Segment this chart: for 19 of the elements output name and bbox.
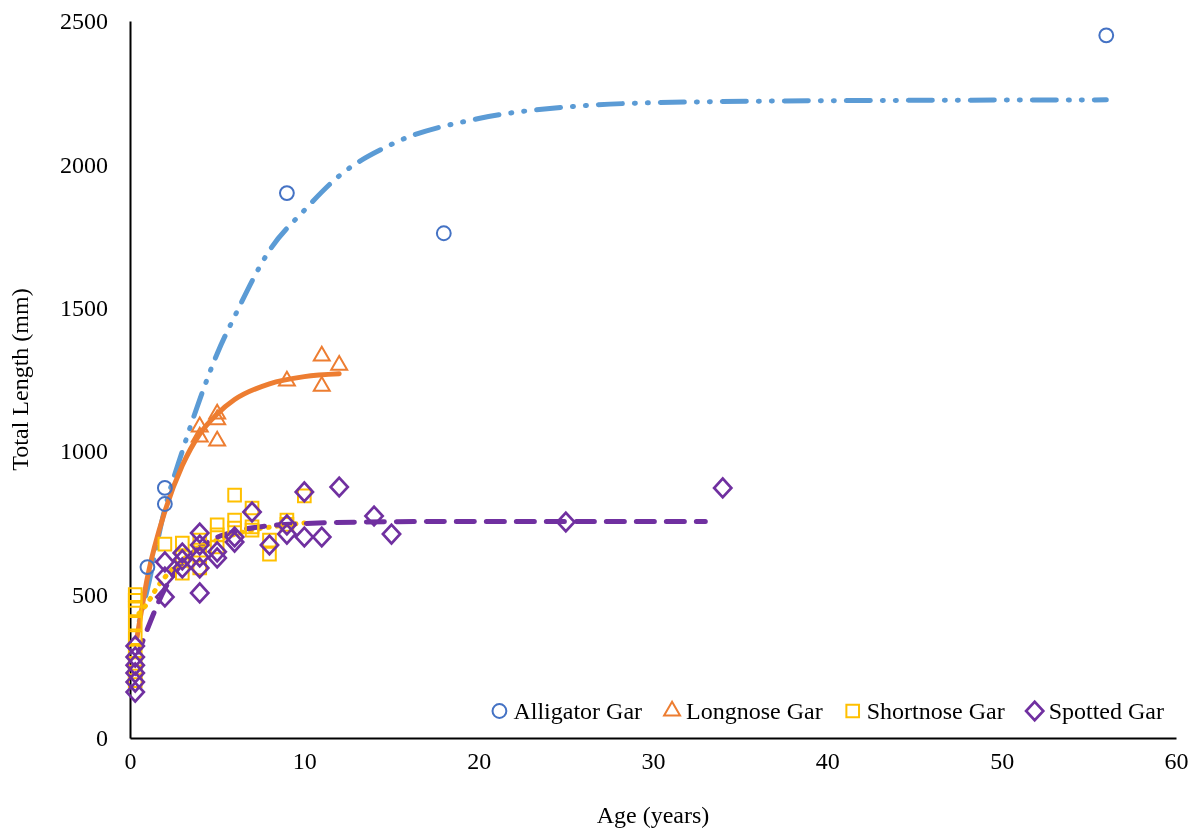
y-axis-title: Total Length (mm) — [7, 288, 33, 471]
legend-label: Longnose Gar — [686, 698, 823, 724]
x-tick-label: 40 — [815, 748, 840, 775]
x-tick-label: 30 — [641, 748, 666, 775]
y-tick-label: 1000 — [60, 438, 108, 465]
x-tick-label: 60 — [1164, 748, 1189, 775]
x-tick-label: 10 — [292, 748, 317, 775]
y-tick-label: 2500 — [60, 8, 108, 35]
x-tick-label: 20 — [467, 748, 492, 775]
x-axis-title: Age (years) — [596, 802, 710, 828]
y-tick-label: 2000 — [60, 151, 108, 178]
legend-label: Alligator Gar — [513, 698, 643, 724]
y-tick-label: 1500 — [60, 294, 108, 321]
y-tick-label: 500 — [72, 581, 108, 608]
y-tick-label: 0 — [96, 725, 108, 752]
legend-label: Spotted Gar — [1048, 698, 1165, 724]
x-tick-label: 0 — [124, 748, 137, 775]
x-tick-label: 50 — [990, 748, 1015, 775]
legend-label: Shortnose Gar — [866, 698, 1005, 724]
